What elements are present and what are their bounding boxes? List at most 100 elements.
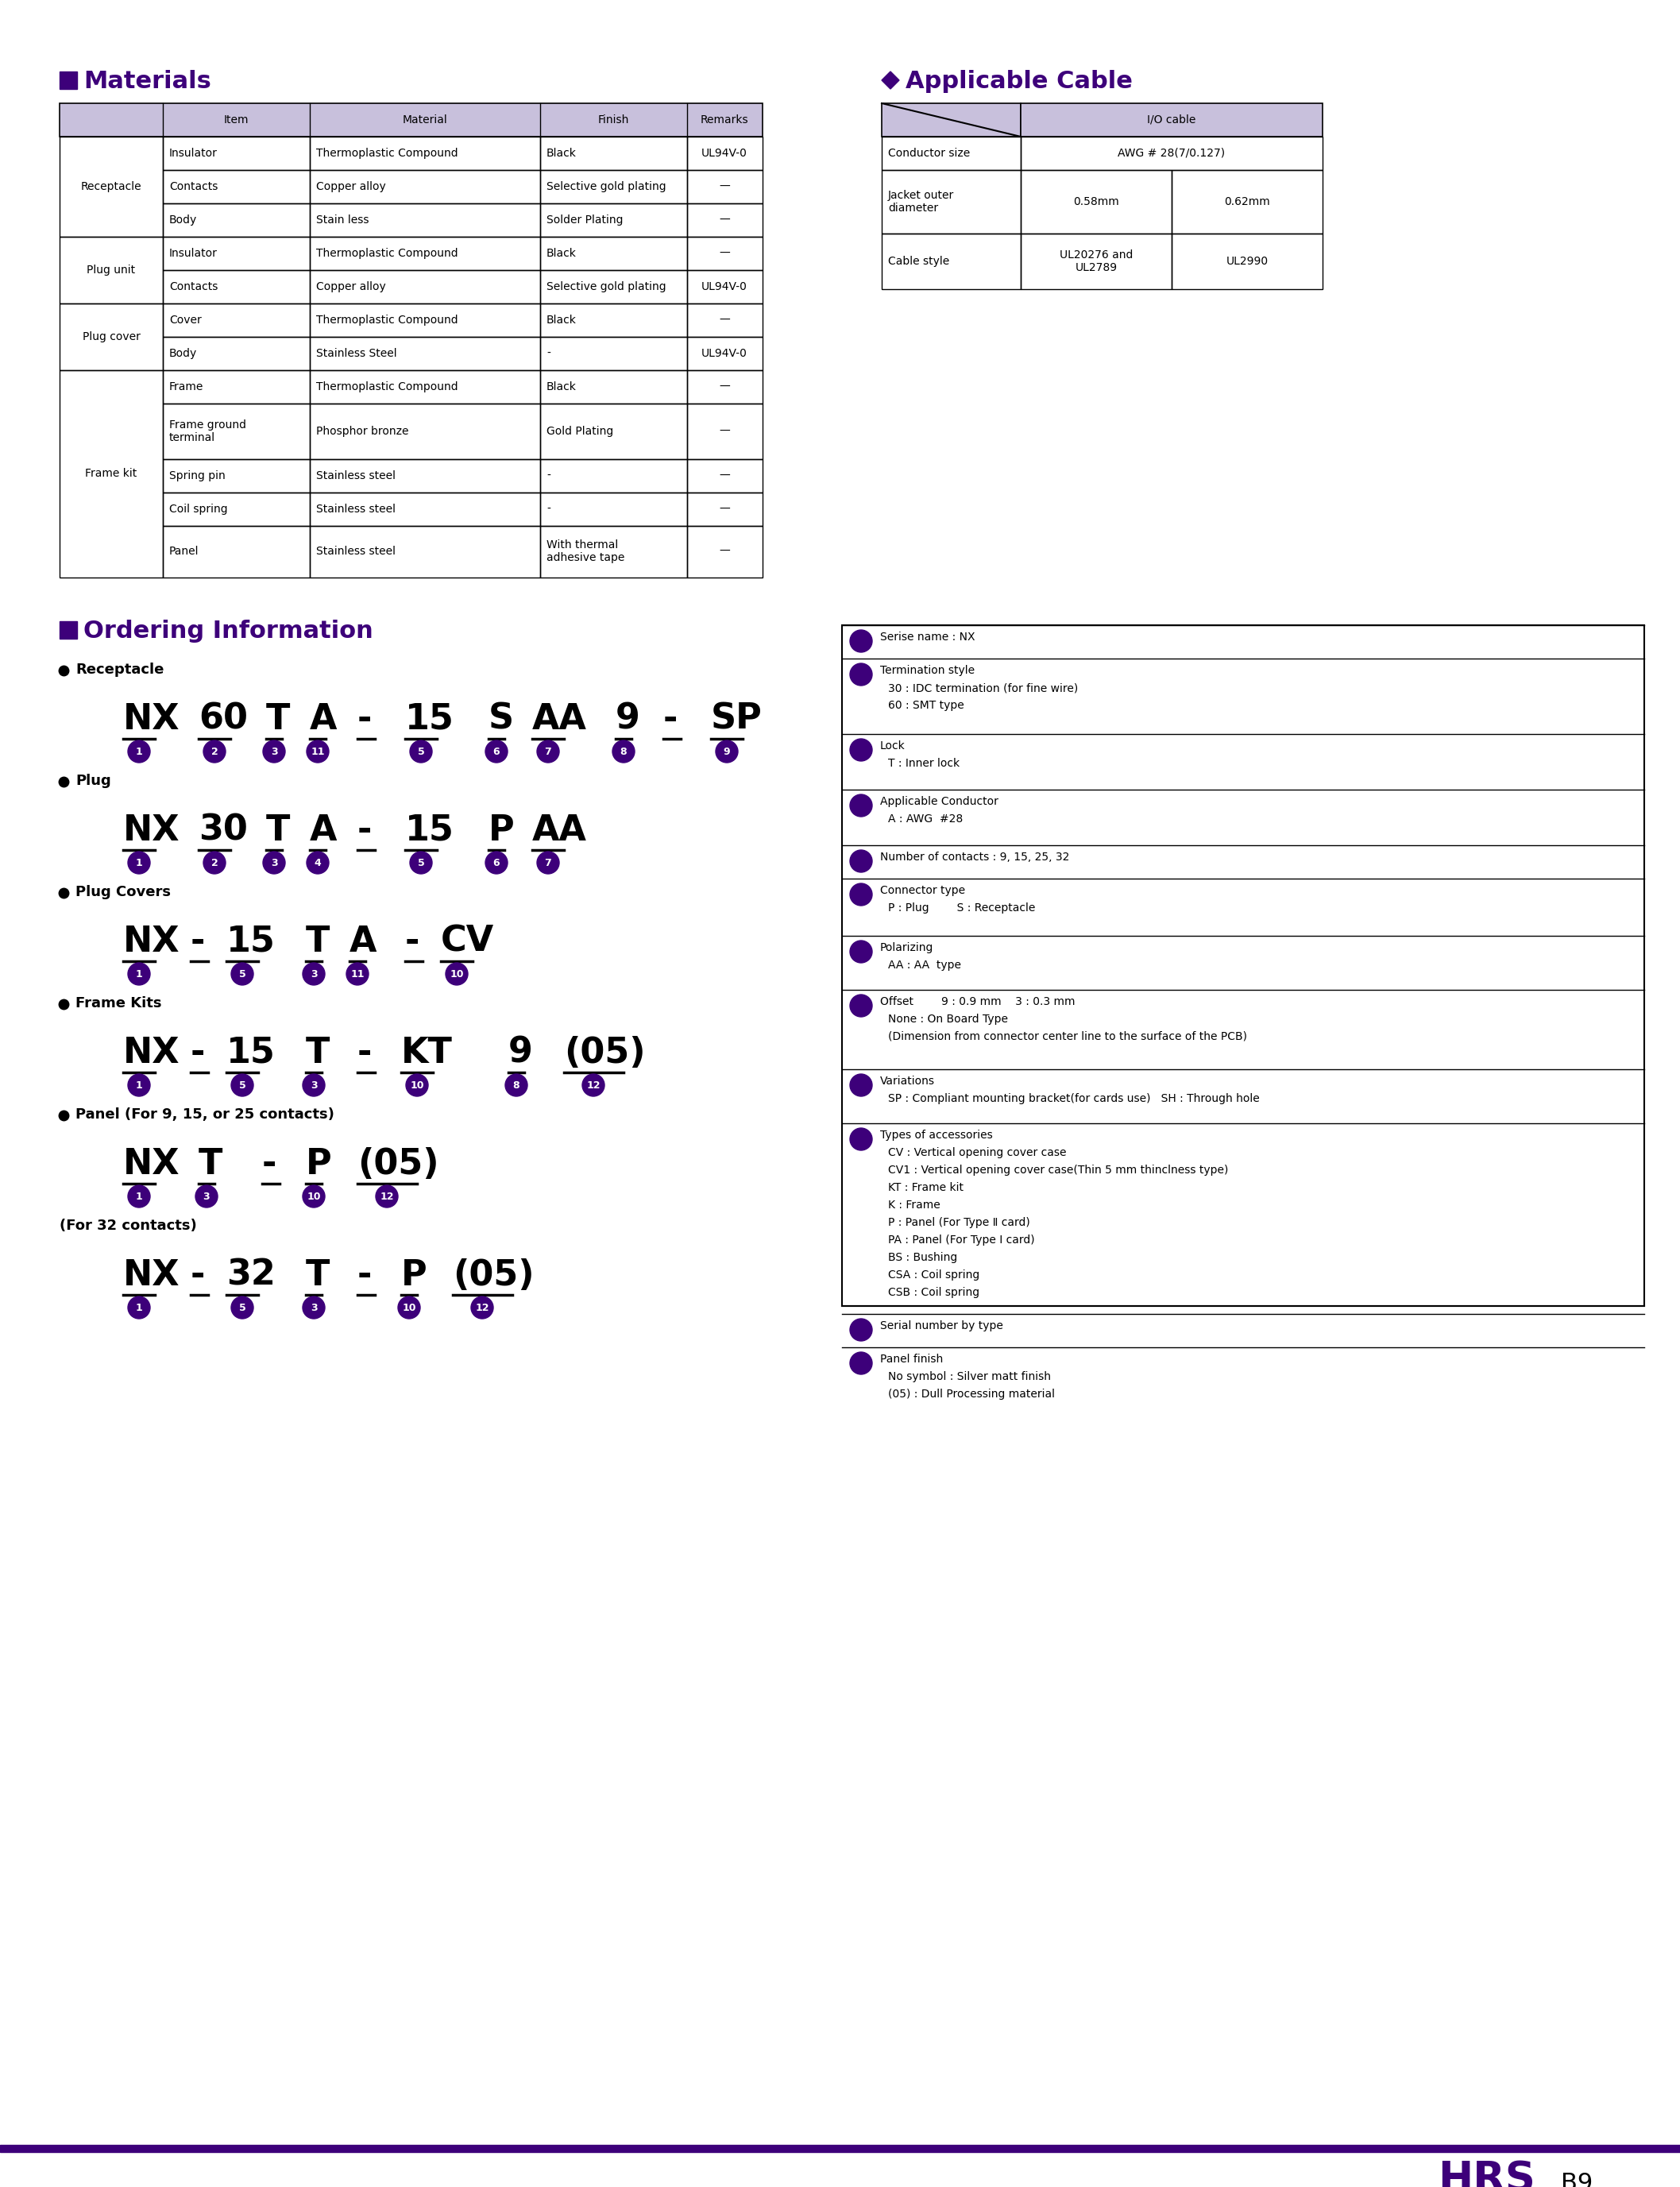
Text: CSB : Coil spring: CSB : Coil spring: [889, 1286, 979, 1299]
Text: Panel finish: Panel finish: [880, 1354, 942, 1365]
Text: 9: 9: [509, 1037, 533, 1069]
Text: KT: KT: [402, 1037, 452, 1069]
Text: 1: 1: [136, 857, 143, 868]
Text: -: -: [262, 1148, 277, 1181]
Bar: [59, 72, 77, 90]
Text: Cable style: Cable style: [889, 256, 949, 267]
Bar: [541, 492, 687, 525]
Circle shape: [264, 741, 286, 763]
Text: Black: Black: [546, 149, 576, 160]
Circle shape: [232, 962, 254, 984]
Circle shape: [307, 851, 329, 875]
Bar: [1021, 171, 1171, 234]
Text: UL94V-0: UL94V-0: [702, 348, 748, 359]
Circle shape: [232, 1074, 254, 1096]
Text: A: A: [309, 814, 338, 849]
Text: 0.62mm: 0.62mm: [1225, 197, 1270, 208]
Text: 5: 5: [418, 857, 425, 868]
Text: -: -: [664, 702, 677, 737]
Text: 2: 2: [212, 746, 218, 757]
Bar: [309, 171, 541, 203]
Bar: [163, 236, 309, 271]
Text: Gold Plating: Gold Plating: [546, 426, 613, 437]
Circle shape: [486, 851, 507, 875]
Text: No symbol : Silver matt finish: No symbol : Silver matt finish: [889, 1371, 1052, 1382]
Circle shape: [203, 741, 225, 763]
Text: -: -: [546, 348, 551, 359]
Text: Black: Black: [546, 247, 576, 258]
Text: (05): (05): [454, 1258, 534, 1293]
Text: Lock: Lock: [880, 741, 906, 752]
Text: 10: 10: [853, 1135, 869, 1144]
Text: 3: 3: [311, 969, 318, 980]
Text: Frame kit: Frame kit: [86, 468, 138, 479]
Bar: [842, 625, 1645, 1306]
Text: 3: 3: [311, 1080, 318, 1091]
Text: Thermoplastic Compound: Thermoplastic Compound: [316, 381, 459, 391]
Bar: [541, 136, 687, 171]
Text: T : Inner lock: T : Inner lock: [889, 759, 959, 770]
Bar: [687, 271, 763, 304]
Text: -: -: [358, 814, 371, 849]
Text: B9: B9: [1561, 2172, 1593, 2187]
Text: Cover: Cover: [170, 315, 202, 326]
Bar: [163, 271, 309, 304]
Text: Variations: Variations: [880, 1076, 936, 1087]
Bar: [59, 236, 163, 304]
Text: -: -: [546, 503, 551, 514]
Text: 9: 9: [615, 702, 640, 737]
Text: Finish: Finish: [598, 114, 628, 125]
Text: Frame ground
terminal: Frame ground terminal: [170, 420, 247, 444]
Circle shape: [302, 1185, 324, 1207]
Text: (05): (05): [358, 1148, 438, 1181]
Text: Serise name : NX: Serise name : NX: [880, 632, 974, 643]
Bar: [687, 304, 763, 337]
Text: 8: 8: [857, 1002, 865, 1010]
Bar: [309, 405, 541, 459]
Text: 6: 6: [857, 890, 865, 899]
Text: Coil spring: Coil spring: [170, 503, 228, 514]
Bar: [687, 236, 763, 271]
Text: 5: 5: [857, 855, 865, 866]
Text: Remarks: Remarks: [701, 114, 749, 125]
Text: Stainless Steel: Stainless Steel: [316, 348, 396, 359]
Text: Contacts: Contacts: [170, 282, 218, 293]
Circle shape: [195, 1185, 218, 1207]
Polygon shape: [882, 72, 899, 90]
Text: UL94V-0: UL94V-0: [702, 149, 748, 160]
Circle shape: [302, 1297, 324, 1319]
Text: Materials: Materials: [84, 70, 212, 92]
Text: Conductor size: Conductor size: [889, 149, 969, 160]
Bar: [1171, 234, 1322, 289]
Bar: [163, 459, 309, 492]
Circle shape: [850, 1319, 872, 1341]
Circle shape: [302, 962, 324, 984]
Text: 60: 60: [198, 702, 249, 737]
Text: 32: 32: [227, 1258, 276, 1293]
Text: 15: 15: [405, 702, 454, 737]
Text: -: -: [546, 470, 551, 481]
Text: 12: 12: [380, 1192, 393, 1201]
Bar: [687, 492, 763, 525]
Text: Connector type: Connector type: [880, 886, 966, 897]
Text: Frame Kits: Frame Kits: [76, 997, 161, 1010]
Text: Thermoplastic Compound: Thermoplastic Compound: [316, 315, 459, 326]
Text: 5: 5: [239, 1080, 245, 1091]
Text: Spring pin: Spring pin: [170, 470, 225, 481]
Text: Stainless steel: Stainless steel: [316, 503, 395, 514]
Text: BS : Bushing: BS : Bushing: [889, 1251, 958, 1264]
Circle shape: [850, 794, 872, 816]
Text: T: T: [306, 1037, 329, 1069]
Circle shape: [128, 962, 150, 984]
Text: T: T: [306, 1258, 329, 1293]
Bar: [1171, 171, 1322, 234]
Circle shape: [128, 1074, 150, 1096]
Text: UL2990: UL2990: [1226, 256, 1268, 267]
Text: —: —: [719, 247, 729, 258]
Bar: [541, 337, 687, 370]
Text: 3: 3: [311, 1303, 318, 1312]
Text: —: —: [719, 182, 729, 192]
Text: K : Frame: K : Frame: [889, 1198, 941, 1212]
Bar: [163, 370, 309, 405]
Text: -: -: [358, 702, 371, 737]
